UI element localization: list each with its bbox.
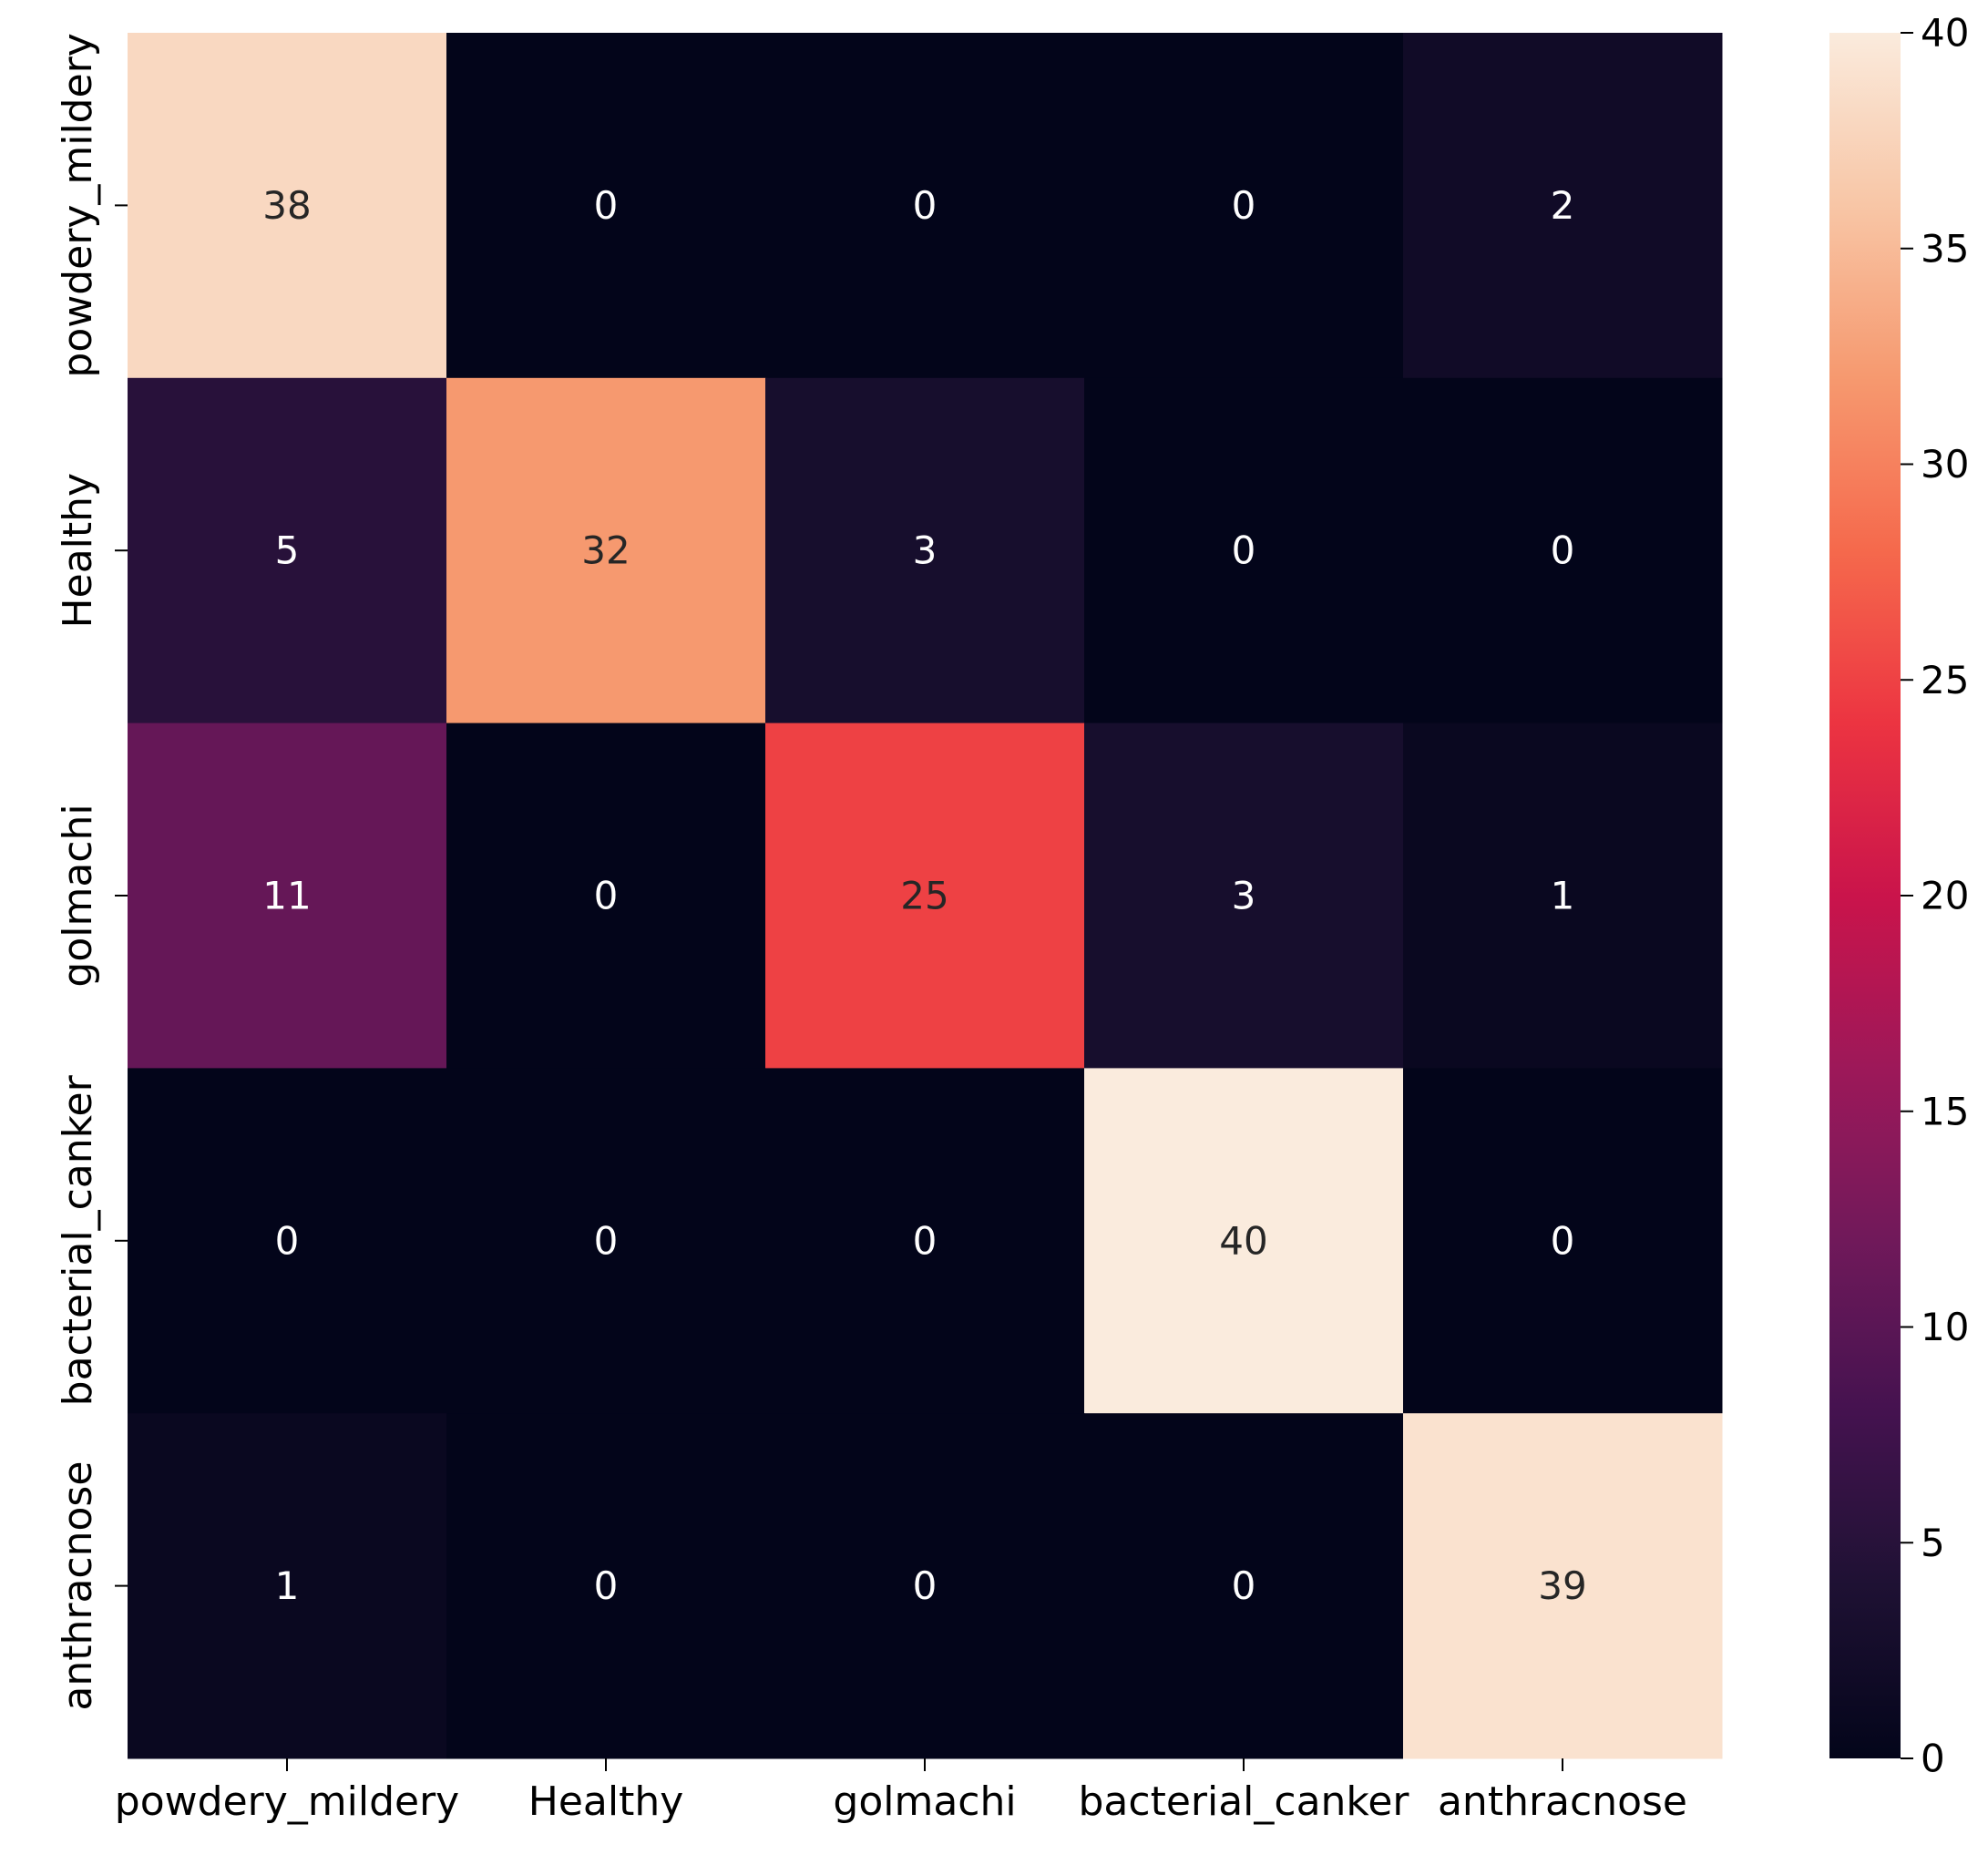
cell-value-label: 40 [1219,1218,1267,1263]
x-tick-label: Healthy [528,1778,684,1825]
colorbar-tick-label: 10 [1921,1305,1969,1349]
heatmap-cell [446,1413,766,1759]
cell-value-label: 25 [900,874,948,918]
x-tick-label: anthracnose [1438,1778,1687,1825]
colorbar-tick-label: 40 [1921,11,1969,56]
colorbar-tick-label: 5 [1921,1521,1945,1565]
heatmap-cell [446,722,766,1069]
heatmap-cell [128,33,447,379]
x-tick-label: bacterial_canker [1078,1778,1409,1825]
cell-value-label: 0 [913,1218,938,1263]
colorbar-tick-label: 20 [1921,874,1969,918]
colorbar-tick-label: 0 [1921,1737,1945,1781]
y-tick-label: Healthy [55,473,101,629]
x-tick-label: powdery_mildery [115,1778,459,1825]
cell-value-label: 11 [262,874,311,918]
heatmap-cell [1403,1413,1723,1759]
heatmap-cell [1403,722,1723,1069]
cell-value-label: 1 [1551,874,1575,918]
colorbar-tick-label: 15 [1921,1089,1969,1133]
heatmap-cell [1403,33,1723,379]
heatmap-cell [128,722,447,1069]
cell-value-label: 32 [581,528,630,573]
heatmap-cell [1403,377,1723,724]
colorbar-tick-label: 35 [1921,226,1969,271]
heatmap-cell [128,1068,447,1414]
heatmap-cell [446,377,766,724]
x-tick-label: golmachi [833,1778,1016,1825]
heatmap-cell [128,1413,447,1759]
heatmap-axes: powdery_mildery Healthy golmachi bacterial_… [55,33,1687,1825]
cell-value-label: 0 [594,183,619,228]
heatmap-cell [1084,1413,1404,1759]
heatmap-cell [446,1068,766,1414]
y-tick-label: powdery_mildery [55,33,101,377]
heatmap-cell [765,1068,1085,1414]
heatmap-cell [1084,722,1404,1069]
y-tick-label: golmachi [55,804,101,987]
cell-value-label: 39 [1538,1563,1586,1608]
colorbar-tick-label: 30 [1921,442,1969,487]
cell-value-label: 2 [1551,183,1575,228]
cell-value-label: 0 [913,1563,938,1608]
cell-value-label: 0 [594,1218,619,1263]
heatmap-cell [446,33,766,379]
heatmap-cell [765,33,1085,379]
heatmap-cells: 38 0 0 0 25 32 3 0 011 0 25 3 10 0 0 40 01 0 0 0 39 [128,33,1723,1759]
heatmap-cell [765,722,1085,1069]
colorbar-tick-label: 25 [1921,658,1969,702]
cell-value-label: 0 [1551,1218,1575,1263]
heatmap-cell [765,1413,1085,1759]
cell-value-label: 5 [275,528,300,573]
cell-value-label: 3 [913,528,938,573]
cell-value-label: 0 [1232,528,1256,573]
cell-value-label: 0 [1232,1563,1256,1608]
cell-value-label: 0 [594,1563,619,1608]
heatmap-cell [128,377,447,724]
heatmap-cell [1084,33,1404,379]
heatmap-cell [1084,1068,1404,1414]
cell-value-label: 3 [1232,874,1256,918]
cell-value-label: 0 [913,183,938,228]
cell-value-label: 38 [262,183,311,228]
heatmap-cell [1403,1068,1723,1414]
cell-value-label: 1 [275,1563,300,1608]
colorbar: 0 5 10 15 20 25 30 35 40 [1829,11,1969,1781]
heatmap-cell [1084,377,1404,724]
cell-value-label: 0 [275,1218,300,1263]
colorbar-gradient [1829,33,1901,1758]
y-tick-label: bacterial_canker [55,1074,101,1406]
cell-value-label: 0 [1232,183,1256,228]
cell-value-label: 0 [1551,528,1575,573]
cell-value-label: 0 [594,874,619,918]
heatmap-cell [765,377,1085,724]
y-tick-label: anthracnose [55,1461,101,1711]
